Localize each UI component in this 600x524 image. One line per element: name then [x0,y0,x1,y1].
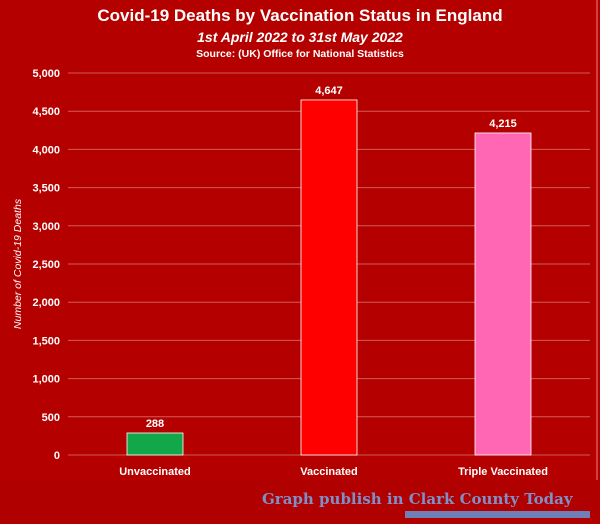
x-category-label: Triple Vaccinated [458,466,548,478]
bar-value-label: 4,215 [489,118,517,130]
y-axis-title: Number of Covid-19 Deaths [12,198,24,329]
footer-credit: Graph publish in Clark County Today [262,490,573,508]
chart-subtitle: 1st April 2022 to 31st May 2022 [197,29,403,45]
y-tick-label: 5,000 [32,68,60,80]
bar-chart: 0 500 1,000 1,500 2,000 2,500 3,000 3,500 4,000 4… [12,68,590,478]
bar [300,99,358,456]
y-tick-label: 3,500 [32,183,60,195]
y-tick-label: 2,500 [32,259,60,271]
y-tick-label: 1,500 [32,335,60,347]
y-tick-label: 2,000 [32,297,60,309]
y-tick-label: 3,000 [32,221,60,233]
y-tick-label: 500 [42,412,60,424]
chart-source: Source: (UK) Office for National Statist… [196,48,404,60]
y-tick-label: 4,000 [32,144,60,156]
y-tick-label: 0 [54,450,60,462]
footer-underline [405,511,590,518]
x-category-label: Vaccinated [300,466,357,478]
chart-title: Covid-19 Deaths by Vaccination Status in… [97,6,503,25]
y-tick-label: 1,000 [32,374,60,386]
bar [126,432,184,456]
y-tick-label: 4,500 [32,106,60,118]
bar-value-label: 4,647 [315,85,343,97]
bar-value-label: 288 [146,418,164,430]
x-category-label: Unvaccinated [119,466,191,478]
bar [474,132,532,456]
